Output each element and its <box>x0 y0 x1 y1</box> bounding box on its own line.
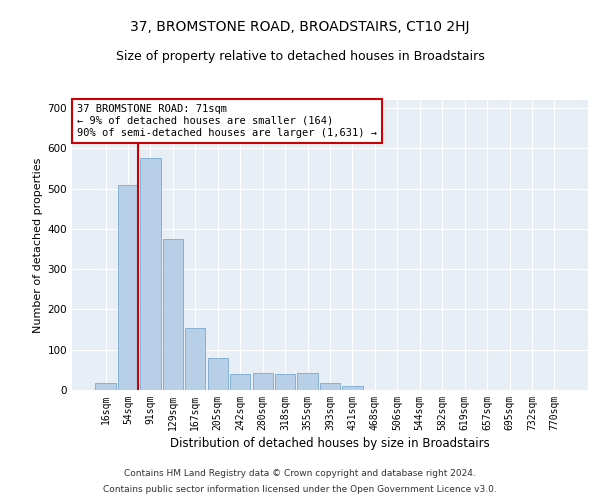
Bar <box>163 239 183 390</box>
Y-axis label: Number of detached properties: Number of detached properties <box>34 158 43 332</box>
Bar <box>298 373 317 390</box>
X-axis label: Distribution of detached houses by size in Broadstairs: Distribution of detached houses by size … <box>170 437 490 450</box>
Text: 37, BROMSTONE ROAD, BROADSTAIRS, CT10 2HJ: 37, BROMSTONE ROAD, BROADSTAIRS, CT10 2H… <box>130 20 470 34</box>
Bar <box>140 158 161 390</box>
Text: Contains HM Land Registry data © Crown copyright and database right 2024.: Contains HM Land Registry data © Crown c… <box>124 468 476 477</box>
Bar <box>208 358 228 390</box>
Text: 37 BROMSTONE ROAD: 71sqm
← 9% of detached houses are smaller (164)
90% of semi-d: 37 BROMSTONE ROAD: 71sqm ← 9% of detache… <box>77 104 377 138</box>
Bar <box>253 373 273 390</box>
Bar <box>185 328 205 390</box>
Bar <box>118 184 138 390</box>
Bar <box>343 386 362 390</box>
Bar <box>95 383 116 390</box>
Text: Size of property relative to detached houses in Broadstairs: Size of property relative to detached ho… <box>116 50 484 63</box>
Bar <box>275 374 295 390</box>
Bar <box>320 383 340 390</box>
Bar <box>230 374 250 390</box>
Text: Contains public sector information licensed under the Open Government Licence v3: Contains public sector information licen… <box>103 485 497 494</box>
